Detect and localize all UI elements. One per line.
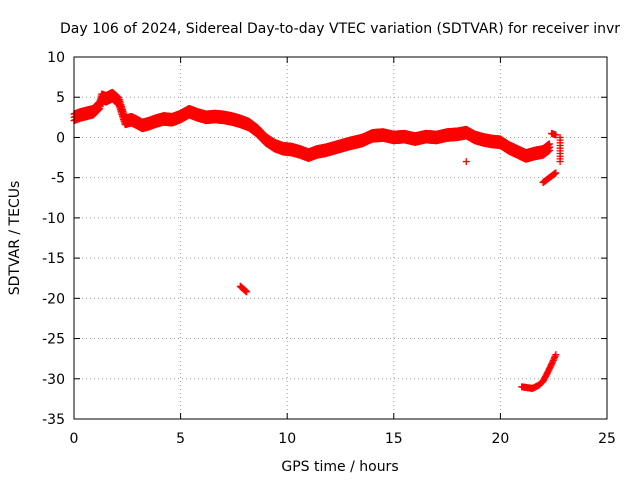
data-point — [462, 158, 470, 166]
data-point — [546, 143, 554, 151]
x-tick-label: 10 — [278, 431, 296, 447]
y-tick-label: 5 — [56, 90, 65, 106]
data-point — [552, 351, 560, 359]
x-axis-label: GPS time / hours — [281, 459, 398, 475]
grid — [74, 57, 607, 419]
x-tick-label: 0 — [70, 431, 79, 447]
y-axis-label: SDTVAR / TECUs — [7, 181, 23, 296]
plot-frame — [73, 56, 608, 420]
y-tick-label: -5 — [51, 171, 65, 187]
y-tick-label: -15 — [42, 251, 65, 267]
y-tick-label: -10 — [42, 211, 65, 227]
data-point — [556, 158, 564, 166]
x-tick-label: 15 — [385, 431, 403, 447]
y-tick-label: -35 — [42, 412, 65, 428]
data-point — [552, 169, 560, 177]
data-point — [552, 131, 560, 139]
y-tick-label: -30 — [42, 372, 65, 388]
y-tick-label: 0 — [56, 130, 65, 146]
x-tick-label: 25 — [598, 431, 616, 447]
x-tick-label: 5 — [176, 431, 185, 447]
y-tick-label: -20 — [42, 291, 65, 307]
axis-ticks: 0 5 10 15 20 25 10 5 0 -5 -10 -15 -20 -25 -30 -35 — [42, 50, 616, 447]
chart-title: Day 106 of 2024, Sidereal Day-to-day VTE… — [60, 21, 620, 37]
y-tick-label: 10 — [47, 50, 65, 66]
x-tick-label: 20 — [491, 431, 509, 447]
data-point — [243, 288, 251, 296]
y-tick-label: -25 — [42, 332, 65, 348]
data-marks — [70, 88, 564, 392]
